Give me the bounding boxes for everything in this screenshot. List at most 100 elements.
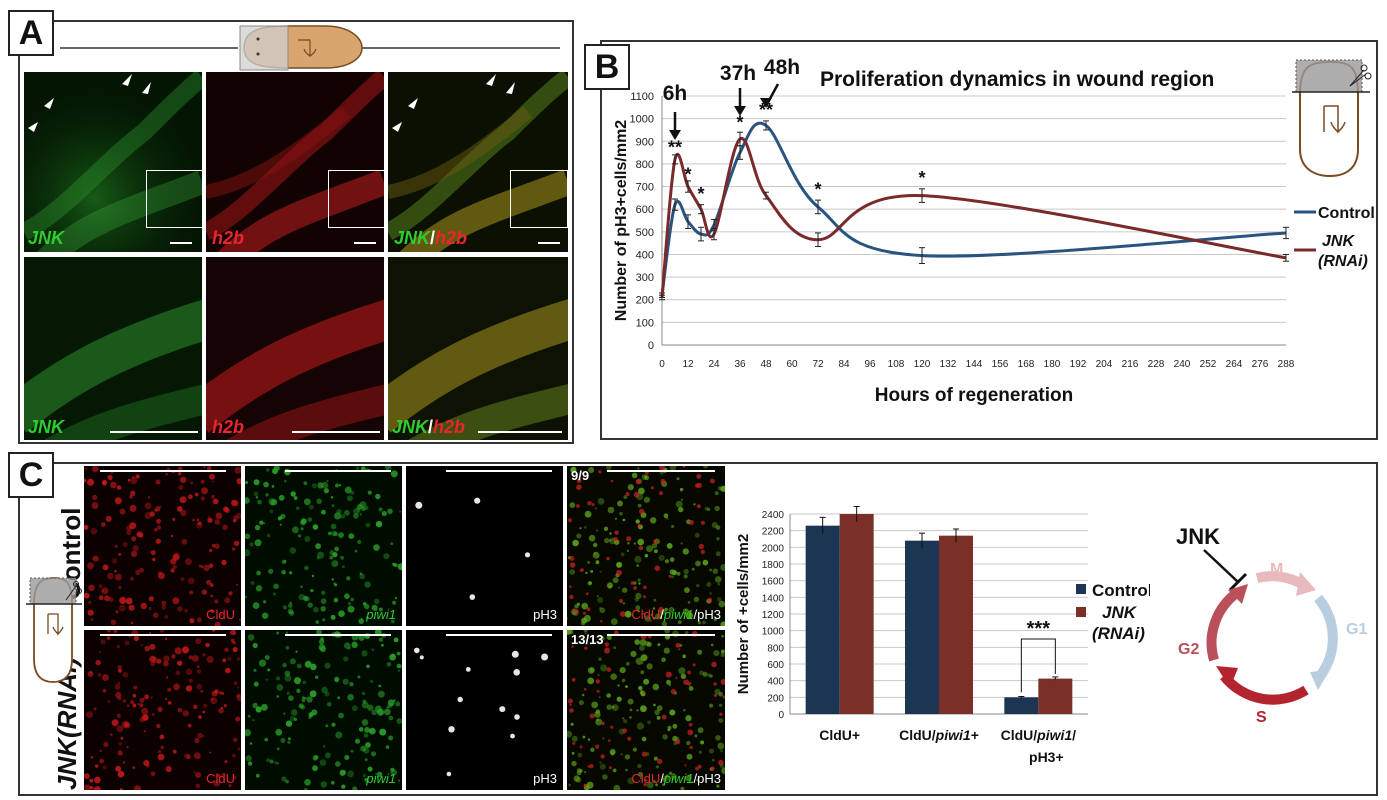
cell-speckle: [212, 630, 215, 632]
cell-speckle: [365, 616, 369, 619]
cell-speckle: [593, 542, 598, 548]
x-tick-label: 12: [682, 359, 694, 370]
cell-speckle: [639, 508, 645, 515]
cell-speckle: [159, 734, 165, 740]
y-tick-label: 2200: [762, 527, 785, 538]
cell-speckle: [202, 653, 206, 657]
cell-speckle: [662, 734, 668, 740]
c-merge-label: CldU/piwi1/pH3: [631, 607, 721, 622]
cell-speckle: [668, 607, 675, 613]
y-axis-title: Number of +cells/mm2: [735, 534, 752, 694]
cell-speckle: [340, 514, 346, 519]
cell-speckle: [165, 766, 172, 773]
cell-speckle: [206, 655, 214, 663]
cell-speckle: [214, 519, 221, 525]
cell-speckle: [574, 604, 579, 609]
cell-speckle: [693, 596, 700, 603]
cell-speckle: [650, 613, 654, 617]
cell-speckle: [203, 703, 207, 708]
a-jnk-image: JNK: [24, 72, 202, 252]
cell-speckle: [94, 786, 101, 790]
cell-speckle: [278, 494, 285, 501]
cell-speckle: [617, 684, 620, 687]
cell-speckle: [678, 648, 681, 651]
category-label-part: CldU/: [1001, 727, 1038, 743]
cell-speckle: [84, 592, 90, 599]
a-merge-h2b: h2b: [433, 417, 466, 437]
cell-speckle: [279, 523, 282, 526]
y-tick-label: 1100: [630, 91, 654, 103]
cell-speckle: [717, 486, 723, 491]
cell-speckle: [389, 653, 396, 661]
cell-speckle: [107, 700, 111, 704]
cell-speckle: [157, 706, 163, 712]
cell-speckle: [621, 678, 626, 683]
cell-speckle: [685, 715, 692, 722]
cell-speckle: [627, 541, 630, 545]
cell-speckle: [172, 749, 177, 754]
cell-speckle: [647, 642, 650, 646]
y-tick-label: 2000: [762, 543, 785, 554]
cell-speckle: [227, 656, 232, 661]
cell-speckle: [364, 603, 370, 610]
ph3-nucleus: [510, 733, 515, 739]
cell-speckle: [193, 771, 196, 774]
cell-speckle: [347, 605, 355, 613]
cell-speckle: [230, 630, 236, 636]
cell-speckle: [682, 654, 686, 659]
cell-speckle: [612, 577, 619, 584]
cell-speckle: [316, 556, 320, 560]
cell-speckle: [584, 510, 592, 518]
cell-speckle: [97, 673, 102, 677]
cell-speckle: [335, 731, 343, 739]
cell-speckle: [590, 570, 594, 573]
x-tick-label: 180: [1044, 359, 1061, 370]
cell-speckle: [600, 620, 603, 623]
cell-speckle: [682, 608, 689, 615]
cell-speckle: [357, 675, 361, 679]
cell-speckle: [257, 499, 262, 505]
cell-speckle: [390, 769, 397, 776]
category-label: CldU+: [819, 727, 860, 743]
phase-m-label: M: [1270, 561, 1283, 578]
cell-speckle: [294, 677, 301, 685]
cell-speckle: [188, 494, 193, 500]
cell-speckle: [636, 564, 640, 568]
cell-speckle: [359, 513, 362, 516]
cell-speckle: [676, 477, 680, 481]
cell-speckle: [115, 691, 122, 699]
cell-speckle: [598, 657, 602, 661]
cell-speckle: [261, 703, 268, 711]
cell-speckle: [378, 684, 382, 688]
inhibition-bar: [1228, 572, 1248, 592]
x-tick-label: 288: [1278, 359, 1295, 370]
phase-g2-label: G2: [1178, 641, 1199, 658]
cell-speckle: [643, 678, 650, 685]
cell-speckle: [253, 668, 257, 672]
cell-speckle: [91, 502, 99, 510]
cell-speckle: [205, 642, 210, 648]
cell-speckle: [278, 515, 283, 520]
cell-speckle: [247, 634, 255, 641]
phase-g1-arrowhead: [1310, 670, 1330, 690]
cell-speckle: [647, 720, 651, 725]
scale-bar: [607, 470, 715, 472]
legend-swatch-control: [1076, 584, 1086, 594]
cell-speckle: [87, 562, 94, 570]
cell-speckle: [208, 563, 214, 568]
cell-speckle: [620, 552, 625, 557]
cell-speckle: [692, 663, 696, 667]
cell-speckle: [703, 466, 709, 469]
significance-star: *: [918, 168, 925, 188]
cell-speckle: [144, 502, 152, 510]
cell-speckle: [107, 630, 111, 633]
cell-speckle: [150, 550, 156, 556]
cell-speckle: [196, 518, 200, 522]
cell-speckle: [575, 777, 582, 783]
cell-speckle: [393, 699, 396, 702]
cell-speckle: [255, 496, 259, 499]
cell-speckle: [583, 525, 587, 529]
significance-bracket: [1020, 638, 1056, 693]
cell-speckle: [700, 549, 705, 555]
cell-speckle: [308, 504, 314, 510]
